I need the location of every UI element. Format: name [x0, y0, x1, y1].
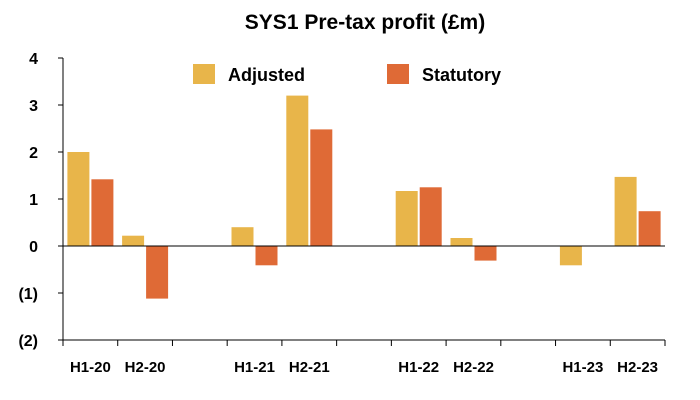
bar-adjusted-h2-20: [122, 235, 145, 246]
x-tick-label: H1-23: [562, 359, 603, 376]
x-tick-label: H1-22: [398, 359, 439, 376]
legend-swatch-statutory: [387, 64, 409, 84]
bar-adjusted-h1-23: [559, 246, 582, 266]
bar-statutory-h1-22: [419, 187, 442, 247]
legend-swatch-adjusted: [193, 64, 215, 84]
bar-statutory-h2-21: [310, 129, 333, 246]
legend-label-statutory: Statutory: [422, 65, 501, 85]
axes: 4 3 2 1 0 (1) (2) H1-20 H2-20 H1-21 H2-21 H1-22 H2-2…: [18, 51, 666, 376]
x-tick-label: H1-21: [234, 359, 275, 376]
bar-statutory-h2-22: [474, 246, 497, 261]
bar-adjusted-h2-23: [614, 176, 637, 246]
y-tick-label: 4: [29, 51, 38, 68]
x-tick-label: H2-23: [617, 359, 658, 376]
x-tick-label: H2-22: [453, 359, 494, 376]
y-tick-label: (1): [18, 286, 38, 303]
bar-adjusted-h1-20: [67, 152, 90, 246]
legend: Adjusted Statutory: [193, 64, 501, 85]
y-tick-label: 2: [29, 145, 38, 162]
x-tick-label: H2-20: [125, 359, 166, 376]
bar-adjusted-h2-21: [286, 95, 309, 246]
bars: [67, 95, 661, 299]
y-tick-label: 0: [29, 239, 38, 256]
bar-statutory-h1-20: [91, 179, 114, 246]
x-tick-label: H2-21: [289, 359, 330, 376]
bar-statutory-h2-20: [146, 246, 169, 299]
bar-statutory-h2-23: [638, 211, 661, 246]
y-tick-label: (2): [18, 333, 38, 350]
bar-statutory-h1-21: [255, 246, 278, 266]
x-tick-label: H1-20: [70, 359, 111, 376]
legend-label-adjusted: Adjusted: [228, 65, 305, 85]
y-tick-label: 3: [29, 98, 38, 115]
bar-adjusted-h2-22: [450, 238, 473, 246]
y-tick-label: 1: [29, 192, 38, 209]
bar-adjusted-h1-22: [395, 191, 418, 246]
bar-adjusted-h1-21: [231, 227, 254, 246]
chart-title: SYS1 Pre-tax profit (£m): [245, 11, 485, 34]
